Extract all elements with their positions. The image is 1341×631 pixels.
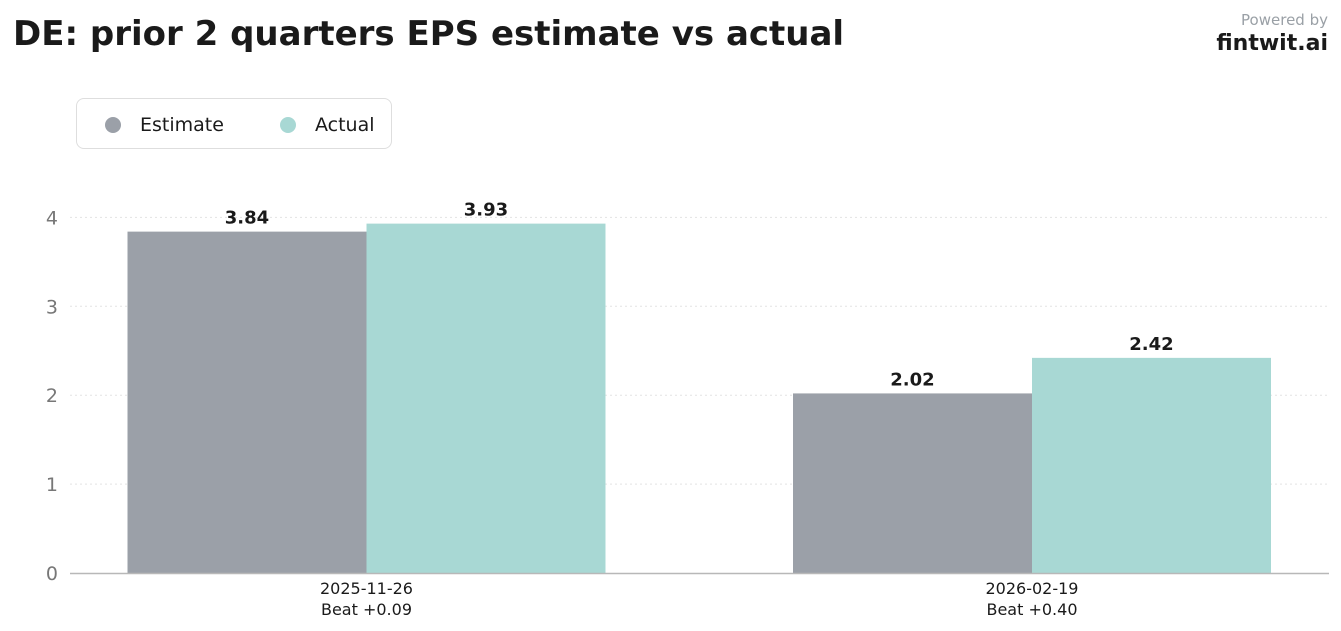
legend-item-estimate: Estimate	[105, 99, 224, 150]
legend-label-estimate: Estimate	[140, 113, 224, 136]
x-tick-note: Beat +0.09	[321, 600, 412, 619]
y-tick-label: 4	[46, 207, 58, 229]
y-tick-label: 1	[46, 474, 58, 496]
data-label: 3.93	[464, 200, 508, 221]
x-tick-note: Beat +0.40	[986, 600, 1077, 619]
chart-title: DE: prior 2 quarters EPS estimate vs act…	[13, 14, 845, 54]
legend-swatch-estimate	[105, 116, 121, 133]
chart-legend: Estimate Actual	[76, 98, 392, 149]
x-tick-label: 2025-11-26	[320, 579, 413, 598]
bar-estimate-1	[127, 231, 367, 573]
bar-actual-2	[1032, 357, 1271, 573]
legend-item-actual: Actual	[280, 99, 375, 150]
data-label: 3.84	[225, 208, 269, 229]
legend-label-actual: Actual	[315, 113, 375, 136]
brand-block: Powered by fintwit.ai	[1216, 11, 1328, 56]
brand-name: fintwit.ai	[1216, 31, 1328, 56]
y-tick-label: 3	[46, 296, 58, 318]
legend-swatch-actual	[280, 116, 296, 133]
bar-estimate-2	[793, 393, 1032, 573]
data-label: 2.02	[890, 369, 934, 390]
y-tick-label: 2	[46, 385, 58, 407]
x-tick-label: 2026-02-19	[986, 579, 1079, 598]
y-tick-label: 0	[46, 563, 58, 585]
data-label: 2.42	[1129, 334, 1173, 355]
powered-by-text: Powered by	[1241, 11, 1328, 29]
bar-actual-1	[366, 223, 606, 574]
